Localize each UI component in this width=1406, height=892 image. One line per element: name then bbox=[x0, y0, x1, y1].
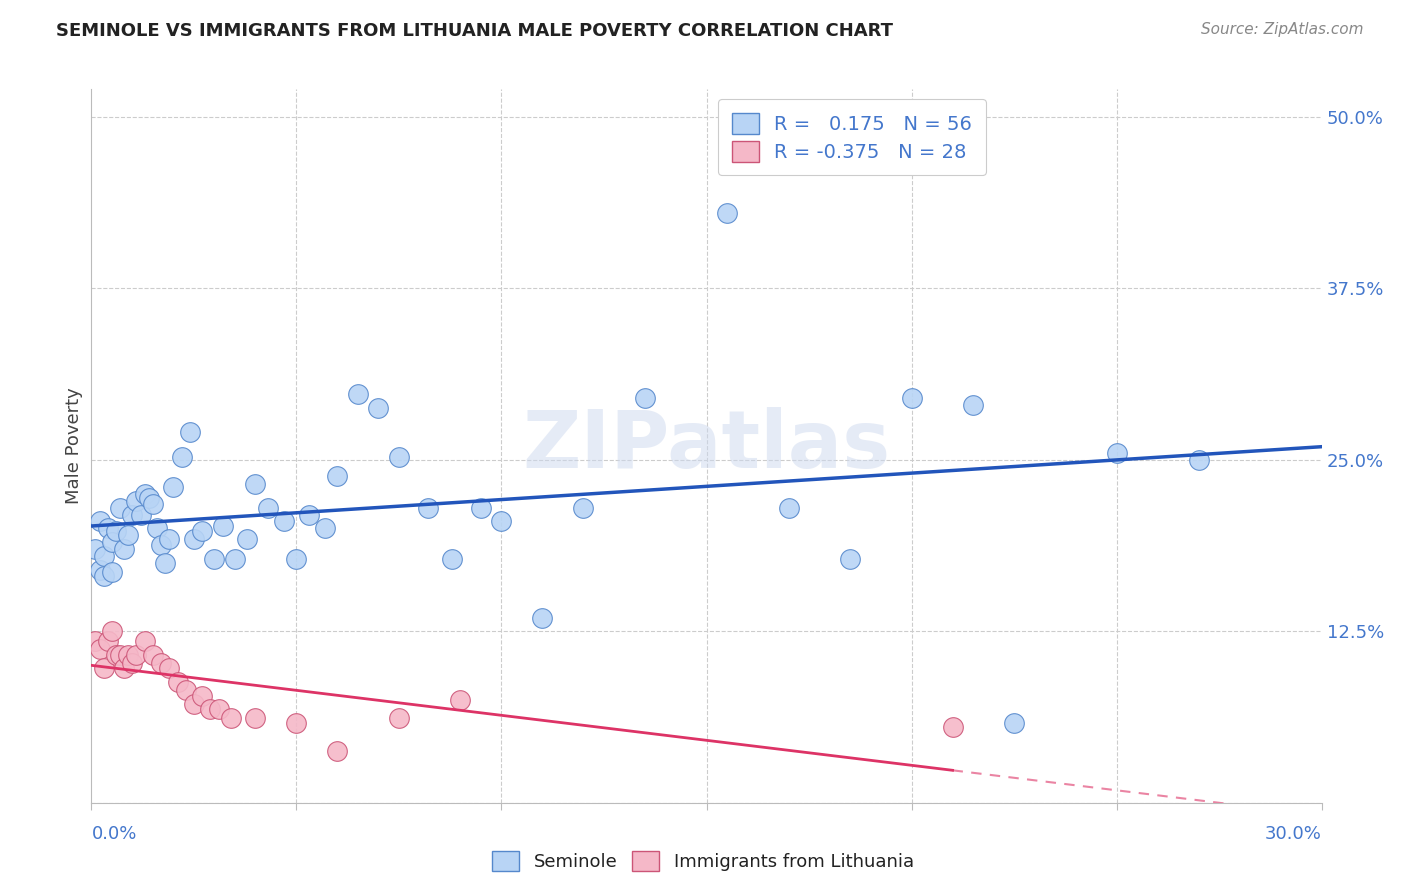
Point bbox=[326, 744, 349, 758]
Point bbox=[388, 450, 411, 464]
Point bbox=[202, 551, 225, 566]
Point bbox=[1187, 452, 1209, 467]
Point bbox=[101, 535, 124, 549]
Point bbox=[183, 533, 205, 547]
Point bbox=[157, 661, 180, 675]
Point bbox=[191, 524, 214, 538]
Point bbox=[285, 716, 308, 731]
Point bbox=[162, 480, 184, 494]
Text: 0.0%: 0.0% bbox=[91, 825, 136, 843]
Point bbox=[101, 566, 124, 580]
Point bbox=[101, 624, 124, 639]
Point bbox=[273, 515, 295, 529]
Point bbox=[138, 491, 160, 505]
Point bbox=[326, 469, 349, 483]
Point bbox=[89, 515, 111, 529]
Point bbox=[105, 524, 127, 538]
Point bbox=[166, 675, 188, 690]
Point bbox=[183, 697, 205, 711]
Point bbox=[531, 610, 554, 624]
Legend: Seminole, Immigrants from Lithuania: Seminole, Immigrants from Lithuania bbox=[485, 844, 921, 879]
Point bbox=[117, 528, 139, 542]
Point bbox=[121, 508, 143, 522]
Point bbox=[219, 711, 242, 725]
Y-axis label: Male Poverty: Male Poverty bbox=[65, 388, 83, 504]
Point bbox=[129, 508, 152, 522]
Point bbox=[125, 494, 148, 508]
Point bbox=[170, 450, 193, 464]
Point bbox=[97, 521, 120, 535]
Point bbox=[93, 569, 115, 583]
Point bbox=[224, 551, 246, 566]
Point bbox=[347, 387, 370, 401]
Point bbox=[150, 538, 173, 552]
Point bbox=[470, 500, 492, 515]
Point bbox=[962, 398, 984, 412]
Point bbox=[134, 633, 156, 648]
Text: 30.0%: 30.0% bbox=[1265, 825, 1322, 843]
Point bbox=[84, 633, 107, 648]
Point bbox=[900, 391, 922, 405]
Point bbox=[416, 500, 439, 515]
Point bbox=[117, 648, 139, 662]
Point bbox=[634, 391, 657, 405]
Text: SEMINOLE VS IMMIGRANTS FROM LITHUANIA MALE POVERTY CORRELATION CHART: SEMINOLE VS IMMIGRANTS FROM LITHUANIA MA… bbox=[56, 22, 893, 40]
Point bbox=[256, 500, 278, 515]
Point bbox=[716, 205, 738, 219]
Point bbox=[388, 711, 411, 725]
Point bbox=[191, 689, 214, 703]
Point bbox=[89, 642, 111, 657]
Point bbox=[146, 521, 169, 535]
Point bbox=[236, 533, 259, 547]
Point bbox=[112, 541, 135, 556]
Point bbox=[142, 497, 165, 511]
Point bbox=[778, 500, 800, 515]
Point bbox=[211, 518, 233, 533]
Point bbox=[108, 500, 131, 515]
Point bbox=[367, 401, 389, 415]
Point bbox=[298, 508, 321, 522]
Point bbox=[179, 425, 201, 440]
Point bbox=[942, 720, 965, 734]
Text: ZIPatlas: ZIPatlas bbox=[523, 407, 890, 485]
Point bbox=[97, 633, 120, 648]
Point bbox=[157, 533, 180, 547]
Point bbox=[572, 500, 595, 515]
Legend: R =   0.175   N = 56, R = -0.375   N = 28: R = 0.175 N = 56, R = -0.375 N = 28 bbox=[718, 99, 986, 176]
Point bbox=[142, 648, 165, 662]
Point bbox=[245, 477, 267, 491]
Point bbox=[89, 562, 111, 576]
Point bbox=[491, 515, 513, 529]
Point bbox=[134, 487, 156, 501]
Point bbox=[112, 661, 135, 675]
Point bbox=[84, 541, 107, 556]
Point bbox=[839, 551, 862, 566]
Point bbox=[108, 648, 131, 662]
Point bbox=[105, 648, 127, 662]
Point bbox=[153, 556, 177, 570]
Point bbox=[441, 551, 464, 566]
Point bbox=[93, 661, 115, 675]
Point bbox=[285, 551, 308, 566]
Point bbox=[200, 702, 222, 716]
Point bbox=[1002, 716, 1025, 731]
Point bbox=[314, 521, 336, 535]
Point bbox=[1105, 446, 1128, 460]
Point bbox=[174, 683, 197, 698]
Point bbox=[150, 656, 173, 670]
Point bbox=[125, 648, 148, 662]
Text: Source: ZipAtlas.com: Source: ZipAtlas.com bbox=[1201, 22, 1364, 37]
Point bbox=[207, 702, 229, 716]
Point bbox=[245, 711, 267, 725]
Point bbox=[121, 656, 143, 670]
Point bbox=[449, 693, 471, 707]
Point bbox=[93, 549, 115, 563]
